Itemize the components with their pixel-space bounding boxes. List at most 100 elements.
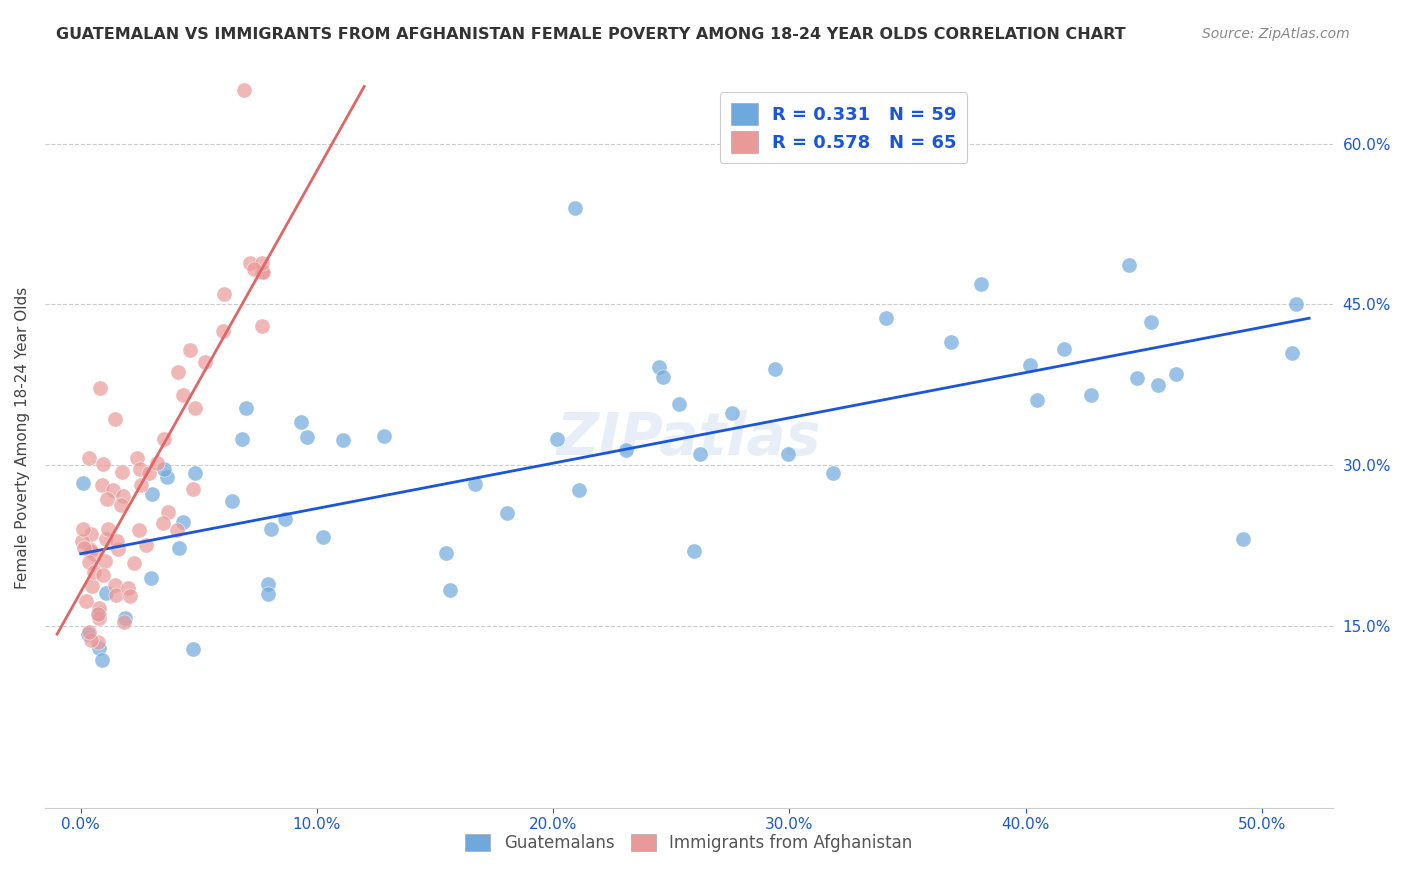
Point	[101, 483, 124, 497]
Point	[683, 544, 706, 558]
Point	[546, 432, 568, 446]
Point	[434, 546, 457, 560]
Point	[250, 319, 273, 334]
Point	[96, 492, 118, 507]
Point	[129, 461, 152, 475]
Point	[1140, 315, 1163, 329]
Point	[76, 627, 98, 641]
Point	[652, 370, 675, 384]
Point	[82, 579, 104, 593]
Point	[274, 512, 297, 526]
Point	[72, 522, 94, 536]
Point	[763, 361, 786, 376]
Point	[290, 415, 312, 429]
Point	[156, 505, 179, 519]
Point	[107, 542, 129, 557]
Point	[970, 277, 993, 292]
Point	[464, 476, 486, 491]
Point	[72, 476, 94, 491]
Point	[94, 586, 117, 600]
Point	[152, 516, 174, 530]
Point	[138, 467, 160, 481]
Point	[80, 633, 103, 648]
Text: Source: ZipAtlas.com: Source: ZipAtlas.com	[1202, 27, 1350, 41]
Point	[232, 83, 254, 97]
Point	[252, 265, 274, 279]
Point	[79, 541, 101, 556]
Point	[1125, 371, 1147, 385]
Point	[167, 541, 190, 556]
Point	[117, 581, 139, 595]
Point	[295, 430, 318, 444]
Point	[89, 641, 111, 656]
Point	[91, 458, 114, 472]
Point	[252, 264, 274, 278]
Point	[1025, 393, 1047, 408]
Point	[221, 494, 243, 508]
Point	[875, 310, 897, 325]
Legend: R = 0.331   N = 59, R = 0.578   N = 65: R = 0.331 N = 59, R = 0.578 N = 65	[720, 93, 967, 163]
Point	[181, 482, 204, 496]
Point	[87, 601, 110, 615]
Text: GUATEMALAN VS IMMIGRANTS FROM AFGHANISTAN FEMALE POVERTY AMONG 18-24 YEAR OLDS C: GUATEMALAN VS IMMIGRANTS FROM AFGHANISTA…	[56, 27, 1126, 42]
Point	[135, 538, 157, 552]
Point	[87, 635, 110, 649]
Point	[689, 447, 711, 461]
Point	[166, 523, 188, 537]
Point	[231, 432, 253, 446]
Point	[166, 365, 188, 379]
Point	[77, 450, 100, 465]
Point	[118, 589, 141, 603]
Point	[260, 523, 283, 537]
Point	[1053, 342, 1076, 356]
Point	[1285, 297, 1308, 311]
Point	[1080, 388, 1102, 402]
Point	[184, 466, 207, 480]
Point	[648, 360, 671, 375]
Point	[112, 615, 135, 629]
Point	[141, 571, 163, 585]
Point	[91, 653, 114, 667]
Point	[70, 533, 93, 548]
Point	[93, 553, 115, 567]
Point	[778, 447, 800, 461]
Point	[1019, 358, 1042, 372]
Point	[614, 443, 637, 458]
Point	[128, 523, 150, 537]
Point	[373, 429, 395, 443]
Point	[153, 462, 176, 476]
Point	[83, 547, 105, 561]
Point	[212, 286, 235, 301]
Point	[156, 470, 179, 484]
Point	[91, 477, 114, 491]
Point	[89, 607, 111, 621]
Point	[110, 498, 132, 512]
Point	[105, 533, 128, 548]
Point	[257, 587, 280, 601]
Point	[181, 642, 204, 657]
Point	[104, 412, 127, 426]
Point	[87, 607, 110, 622]
Point	[124, 556, 146, 570]
Point	[79, 625, 101, 640]
Y-axis label: Female Poverty Among 18-24 Year Olds: Female Poverty Among 18-24 Year Olds	[15, 287, 30, 590]
Point	[127, 451, 149, 466]
Text: ZIPatlas: ZIPatlas	[557, 409, 821, 467]
Point	[179, 343, 201, 357]
Point	[91, 567, 114, 582]
Point	[129, 477, 152, 491]
Point	[114, 611, 136, 625]
Point	[77, 555, 100, 569]
Point	[194, 355, 217, 369]
Point	[111, 466, 134, 480]
Point	[89, 381, 111, 395]
Point	[87, 611, 110, 625]
Point	[1147, 377, 1170, 392]
Point	[239, 256, 262, 270]
Point	[146, 456, 169, 470]
Point	[821, 467, 844, 481]
Point	[1232, 532, 1254, 546]
Point	[172, 515, 194, 529]
Point	[439, 582, 461, 597]
Point	[941, 335, 963, 350]
